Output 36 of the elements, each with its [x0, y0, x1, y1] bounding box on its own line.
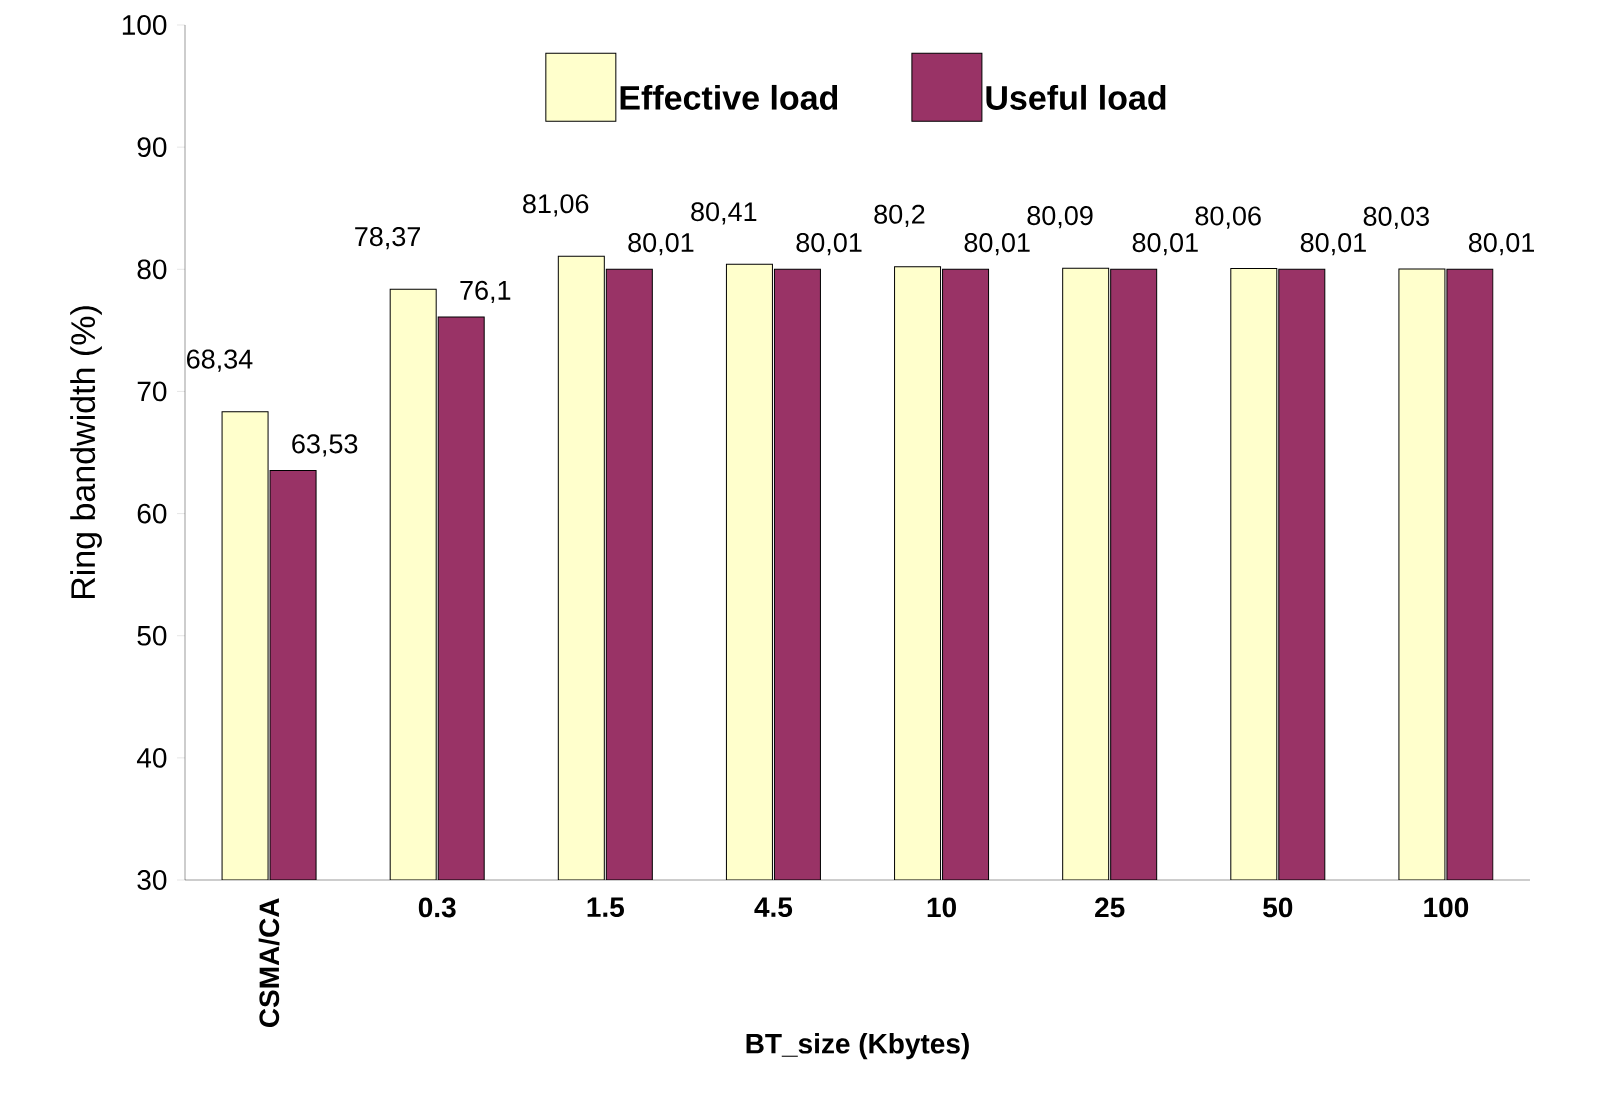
- y-tick-label: 30: [137, 870, 167, 890]
- data-label: 80,01: [1468, 233, 1535, 256]
- x-tick-label: 10: [927, 897, 956, 918]
- legend-label: Effective load: [620, 84, 838, 110]
- data-label: 80,01: [964, 233, 1030, 256]
- data-label: 78,37: [355, 227, 420, 250]
- y-tick-label: 70: [137, 381, 167, 402]
- legend-label: Useful load: [986, 84, 1166, 110]
- y-tick-label: 40: [136, 747, 167, 768]
- data-label: 80,09: [1027, 206, 1093, 229]
- data-label: 63,53: [292, 434, 358, 457]
- x-axis-title: BT_size (Kbytes): [746, 1033, 969, 1060]
- data-label: 80,41: [691, 202, 757, 225]
- x-tick-label: 50: [1263, 897, 1293, 918]
- x-tick-label: CSMA/CA: [258, 898, 280, 1028]
- data-label: 80,01: [628, 233, 694, 256]
- x-tick-label: 1.5: [587, 897, 624, 918]
- data-label: 80,2: [874, 204, 925, 227]
- y-tick-label: 100: [122, 15, 167, 35]
- data-label: 80,03: [1363, 206, 1429, 230]
- data-label: 80,01: [796, 233, 862, 256]
- x-tick-label: 100: [1424, 897, 1469, 918]
- y-tick-label: 60: [137, 503, 167, 524]
- data-label: 80,01: [1132, 233, 1198, 256]
- y-tick-label: 90: [137, 137, 167, 158]
- y-tick-label: 80: [137, 259, 167, 280]
- data-label: 81,06: [523, 194, 589, 217]
- y-axis-title: Ring bandwidth (%): [70, 306, 102, 599]
- x-tick-label: 4.5: [754, 897, 793, 918]
- data-label: 76,1: [460, 280, 511, 304]
- data-label: 68,34: [187, 349, 253, 372]
- data-label: 80,01: [1300, 233, 1366, 256]
- data-label: 80,06: [1195, 206, 1261, 229]
- x-tick-label: 25: [1095, 897, 1125, 918]
- x-tick-label: 0.3: [418, 897, 456, 918]
- y-tick-label: 50: [137, 625, 167, 646]
